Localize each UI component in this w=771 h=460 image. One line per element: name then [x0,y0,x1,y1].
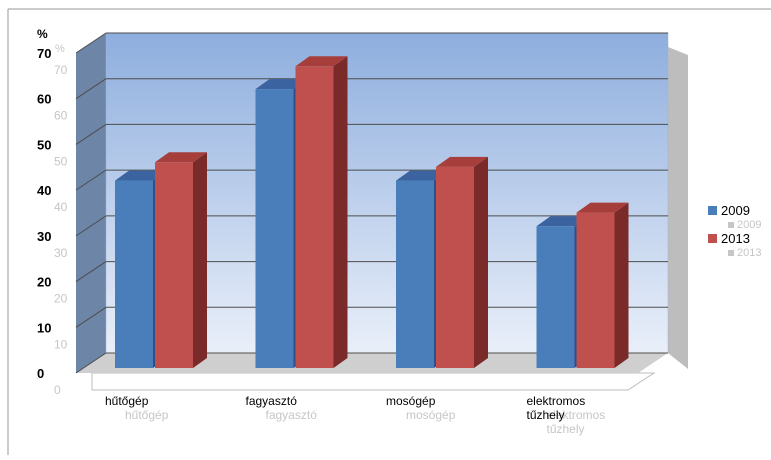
bar-side [333,56,348,369]
gridline-side [75,169,107,191]
y-tick-label-ghost: 60 [54,109,68,123]
x-tick-label-ghost: elektromos [547,408,606,422]
bar-front [155,162,193,368]
x-tick-label-ghost: fagyasztó [266,408,318,422]
y-tick-label-ghost: 0 [54,383,61,397]
y-tick-label-ghost: 20 [54,292,68,306]
bar-top [295,56,348,67]
x-tick-label-ghost: hűtőgép [125,408,169,422]
y-tick-label: 30 [37,229,51,244]
gridline-side [75,78,107,100]
y-tick-label: 20 [37,275,51,290]
bar-2013-3 [436,156,488,368]
gridline-side [75,352,107,374]
bar-front [576,212,615,368]
bar-side [474,156,488,368]
gridline-side [75,215,107,237]
bar-front [536,226,575,368]
bar-side [193,152,207,368]
x-tick-label: mosógép [386,394,436,408]
legend-swatch-ghost [728,250,734,256]
legend-swatch-ghost [728,222,734,228]
gridline-side [75,32,107,54]
legend-swatch-2009 [708,206,717,215]
gridline-side [75,261,107,282]
bar-top [396,170,448,181]
bar-top [576,202,629,213]
bar-front [115,180,153,368]
y-axis-label-ghost: % [55,43,65,55]
y-tick-label-ghost: 50 [54,154,68,168]
x-tick-label: tűzhely [527,408,565,422]
x-tick-label-ghost: mosógép [406,408,456,422]
bar-top [436,156,488,167]
y-tick-label: 60 [37,92,51,107]
bar-top [536,216,589,227]
x-tick-label: hűtőgép [105,394,149,408]
bar-2013-1 [155,152,207,368]
legend-label-ghost: 2009 [737,219,761,231]
y-tick-label-ghost: 70 [54,63,68,77]
bar-front [255,89,294,369]
side-wall [76,33,106,373]
bar-top [115,170,167,181]
floor-base [91,372,656,391]
y-tick-label-ghost: 10 [54,337,68,351]
y-tick-label: 70 [37,46,51,61]
x-tick-label-ghost: tűzhely [547,422,585,436]
legend-label-ghost: 2013 [737,247,761,259]
x-tick-label: elektromos [527,394,586,408]
y-tick-label: 10 [37,320,51,335]
right-side-panel [668,47,688,369]
legend-swatch-2013 [708,234,717,243]
y-tick-label-ghost: 40 [54,200,68,214]
y-tick-label: 50 [37,137,51,152]
y-tick-label-ghost: 30 [54,246,68,260]
bar-side [614,202,629,368]
y-axis-label: % [37,27,48,41]
gridline-side [75,124,107,145]
bar-2013-4 [576,202,629,368]
x-tick-label: fagyasztó [246,394,298,408]
legend-label-2009: 2009 [721,203,750,218]
bar-top [255,79,308,90]
bar-front [436,166,474,368]
y-tick-label: 40 [37,183,51,198]
bar-front [295,66,334,369]
floor [76,353,668,373]
bar-top [155,152,207,163]
bar-front [396,180,434,368]
gridline-side [75,306,107,328]
bar-2013-2 [295,56,348,369]
legend-label-2013: 2013 [721,231,750,246]
y-tick-label: 0 [37,366,44,381]
